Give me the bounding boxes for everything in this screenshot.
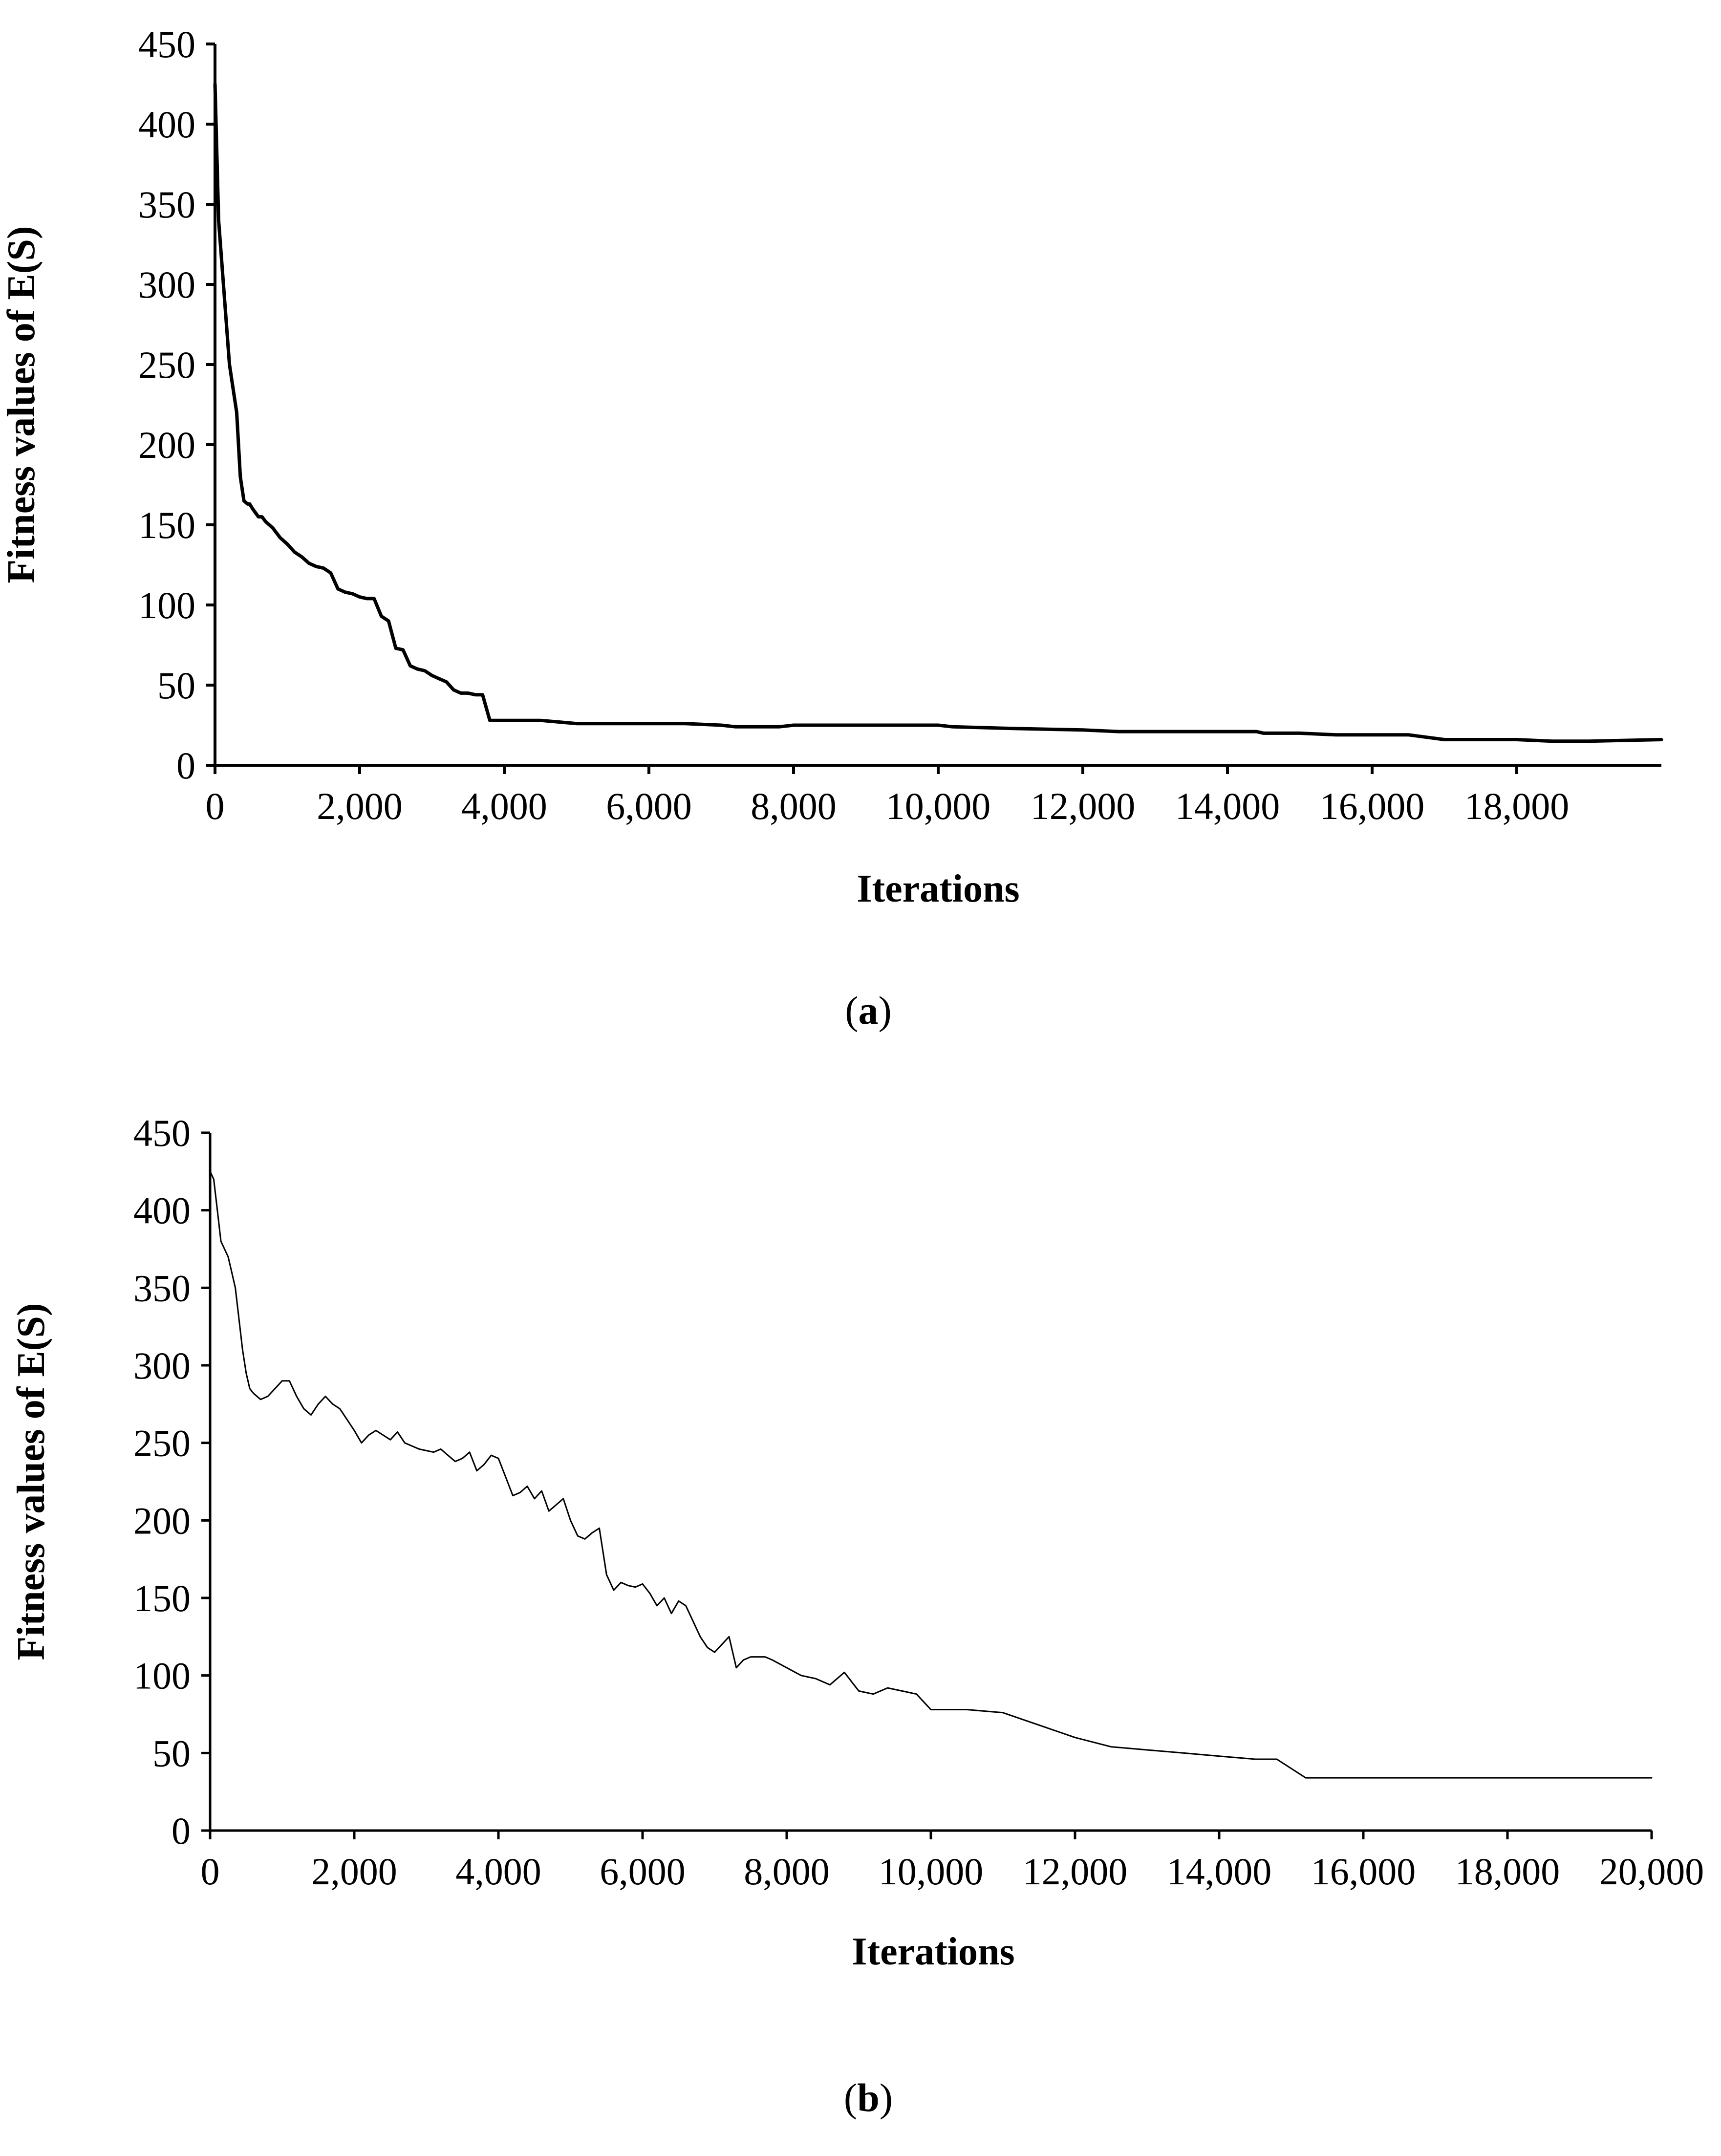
x-tick-label-a: 18,000 — [1464, 785, 1570, 827]
y-tick-label-b: 400 — [133, 1189, 191, 1232]
x-ticks-a: 0 2,000 4,000 6,000 8,000 10,000 12,000 14,000 1… — [206, 765, 1570, 827]
x-tick-label-b: 2,000 — [311, 1850, 397, 1893]
x-tick-label-a: 16,000 — [1320, 785, 1425, 827]
y-ticks-b: 0 50 100 150 200 250 300 350 400 450 — [133, 1112, 210, 1852]
chart-panel-b: 0 2,000 4,000 6,000 8,000 10,000 12,000 14,000 1… — [10, 1112, 1704, 2120]
x-tick-label-b: 20,000 — [1599, 1850, 1704, 1893]
x-tick-label-a: 2,000 — [317, 785, 403, 827]
x-tick-label-b: 8,000 — [744, 1850, 830, 1893]
y-tick-label-a: 100 — [138, 584, 195, 626]
x-tick-label-b: 16,000 — [1311, 1850, 1416, 1893]
y-tick-label-b: 150 — [133, 1577, 191, 1619]
panel-label-b: (b) — [844, 2075, 893, 2120]
panel-label-a: (a) — [845, 988, 892, 1033]
x-tick-label-b: 4,000 — [455, 1850, 541, 1893]
y-tick-label-b: 350 — [133, 1267, 191, 1309]
chart-panel-a: 0 2,000 4,000 6,000 8,000 10,000 12,000 14,000 1… — [0, 23, 1663, 1033]
y-axis-a: 0 50 100 150 200 250 300 350 400 450 — [138, 23, 216, 787]
y-tick-label-a: 150 — [138, 504, 195, 546]
x-tick-label-b: 6,000 — [600, 1850, 686, 1893]
x-tick-label-b: 12,000 — [1023, 1850, 1128, 1893]
y-ticks-a: 0 50 100 150 200 250 300 350 400 450 — [138, 23, 215, 787]
x-tick-label-a: 10,000 — [886, 785, 991, 827]
y-axis-title-a: Fitness values of E(S) — [0, 226, 43, 583]
y-tick-label-b: 100 — [133, 1655, 191, 1697]
y-tick-label-b: 250 — [133, 1422, 191, 1465]
series-layer-b — [209, 1170, 1653, 1779]
y-tick-label-a: 350 — [138, 183, 195, 226]
x-tick-label-a: 4,000 — [461, 785, 547, 827]
y-tick-label-a: 50 — [157, 664, 195, 707]
x-tick-label-b: 10,000 — [879, 1850, 984, 1893]
x-axis-b: 0 2,000 4,000 6,000 8,000 10,000 12,000 14,000 1… — [201, 1829, 1704, 1893]
y-tick-label-b: 300 — [133, 1344, 191, 1387]
y-tick-label-b: 0 — [172, 1810, 191, 1852]
y-tick-label-a: 200 — [138, 424, 195, 466]
y-tick-label-b: 450 — [133, 1112, 191, 1154]
series-line-b — [209, 1170, 1653, 1779]
x-tick-label-a: 12,000 — [1031, 785, 1136, 827]
y-tick-label-a: 250 — [138, 344, 195, 386]
x-tick-label-b: 14,000 — [1167, 1850, 1272, 1893]
x-tick-label-b: 0 — [201, 1850, 220, 1893]
x-tick-label-a: 14,000 — [1175, 785, 1280, 827]
y-tick-label-a: 0 — [176, 744, 195, 787]
y-tick-label-a: 300 — [138, 263, 195, 306]
x-tick-label-b: 18,000 — [1455, 1850, 1560, 1893]
x-axis-a: 0 2,000 4,000 6,000 8,000 10,000 12,000 14,000 1… — [206, 764, 1661, 827]
series-line-a — [213, 82, 1663, 743]
x-ticks-b: 0 2,000 4,000 6,000 8,000 10,000 12,000 14,000 1… — [201, 1831, 1704, 1893]
x-axis-title-a: Iterations — [857, 867, 1019, 910]
x-tick-label-a: 0 — [206, 785, 225, 827]
series-layer-a — [213, 82, 1663, 743]
x-axis-title-b: Iterations — [852, 1930, 1014, 1973]
y-axis-b: 0 50 100 150 200 250 300 350 400 450 — [133, 1112, 212, 1852]
y-tick-label-a: 450 — [138, 23, 195, 65]
y-axis-title-b: Fitness values of E(S) — [10, 1303, 53, 1660]
y-tick-label-b: 50 — [152, 1732, 191, 1774]
y-tick-label-a: 400 — [138, 103, 195, 146]
x-tick-label-a: 8,000 — [751, 785, 837, 827]
y-tick-label-b: 200 — [133, 1499, 191, 1542]
x-tick-label-a: 6,000 — [606, 785, 692, 827]
